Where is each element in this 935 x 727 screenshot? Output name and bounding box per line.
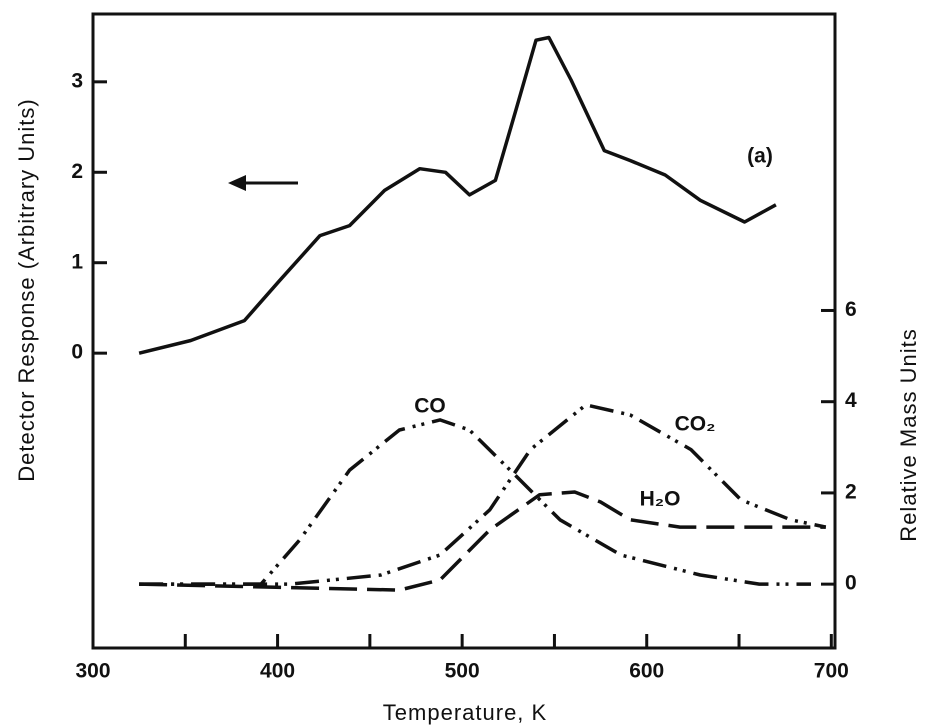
x-tick-label: 600 [629,660,664,683]
y-tick-label: 0 [71,341,83,364]
series-line [139,418,811,586]
y-tick-label: 3 [71,69,83,92]
series-line [139,490,826,592]
series-label: (a) [747,145,773,168]
y2-tick-label: 6 [845,298,857,321]
plot-frame [91,12,837,650]
series-label: CO [414,395,446,418]
series-line [139,403,827,586]
series-line [138,35,777,355]
series-label: CO₂ [675,413,716,436]
series-label: H₂O [640,488,681,511]
y-tick-label: 2 [71,160,83,183]
y-axis-title: Detector Response (Arbitrary Units) [14,98,39,481]
y2-axis-title: Relative Mass Units [896,328,921,541]
y2-tick-label: 0 [845,572,857,595]
y-tick-label: 1 [71,250,83,273]
y2-tick-label: 2 [845,480,857,503]
x-tick-label: 700 [814,660,849,683]
x-tick-label: 500 [445,660,480,683]
x-tick-label: 400 [260,660,295,683]
x-axis-title: Temperature, K [383,700,547,725]
arrow-head [228,175,246,191]
x-tick-label: 300 [75,660,110,683]
y2-tick-label: 4 [845,389,857,412]
